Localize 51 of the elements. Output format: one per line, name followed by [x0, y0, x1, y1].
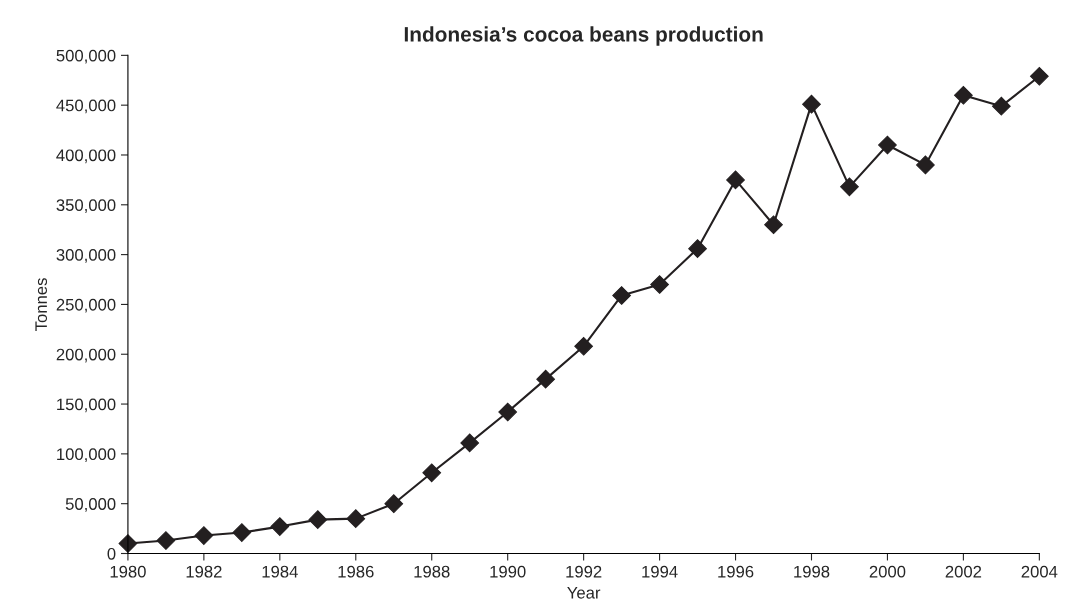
- y-tick-label: 150,000: [57, 398, 116, 413]
- point: [498, 402, 518, 422]
- point: [764, 215, 783, 235]
- point: [726, 170, 745, 190]
- point: [574, 336, 593, 356]
- point: [156, 531, 176, 550]
- x-tick-label: 1992: [566, 565, 602, 578]
- point: [346, 509, 366, 528]
- y-tick-label: 0: [107, 547, 116, 560]
- x-tick-label: 1998: [794, 565, 830, 578]
- point: [802, 94, 821, 114]
- point: [688, 239, 707, 258]
- x-tick-label: 2004: [1021, 565, 1058, 578]
- point: [650, 275, 669, 294]
- y-tick-label: 450,000: [56, 99, 116, 114]
- y-tick-label: 300,000: [56, 249, 116, 263]
- chart-title: Indonesia’s cocoa beans production: [404, 26, 763, 46]
- y-axis-title: Tonnes: [35, 278, 48, 331]
- point: [992, 96, 1011, 116]
- point: [460, 433, 480, 453]
- point: [232, 523, 252, 542]
- x-tick-label: 1990: [490, 565, 526, 578]
- point: [422, 463, 442, 483]
- y-tick-label: 400,000: [56, 149, 116, 164]
- x-tick-label: 1994: [642, 565, 678, 578]
- point: [916, 155, 935, 175]
- point: [1029, 66, 1049, 86]
- x-tick-label: 1988: [414, 565, 450, 578]
- x-tick-label: 1996: [718, 565, 754, 578]
- point: [878, 135, 897, 155]
- x-tick-label: 1980: [110, 565, 146, 578]
- x-axis-title: Year: [567, 587, 601, 599]
- point: [270, 517, 290, 536]
- x-tick-label: 1984: [262, 565, 298, 578]
- x-tick-label: 1982: [186, 565, 222, 578]
- x-tick-label: 2002: [945, 565, 982, 578]
- point: [536, 369, 556, 389]
- point: [840, 177, 859, 197]
- point: [308, 510, 328, 529]
- y-tick-label: 250,000: [56, 298, 116, 313]
- y-tick-label: 200,000: [56, 348, 116, 363]
- point: [612, 286, 631, 305]
- x-tick-label: 1986: [338, 565, 374, 578]
- y-tick-label: 100,000: [57, 448, 116, 463]
- point: [954, 85, 973, 105]
- point: [194, 526, 214, 545]
- y-tick-label: 350,000: [56, 199, 116, 213]
- x-tick-label: 2000: [869, 565, 906, 578]
- y-tick-label: 500,000: [56, 49, 116, 64]
- y-tick-label: 50,000: [65, 498, 116, 512]
- point: [384, 494, 404, 514]
